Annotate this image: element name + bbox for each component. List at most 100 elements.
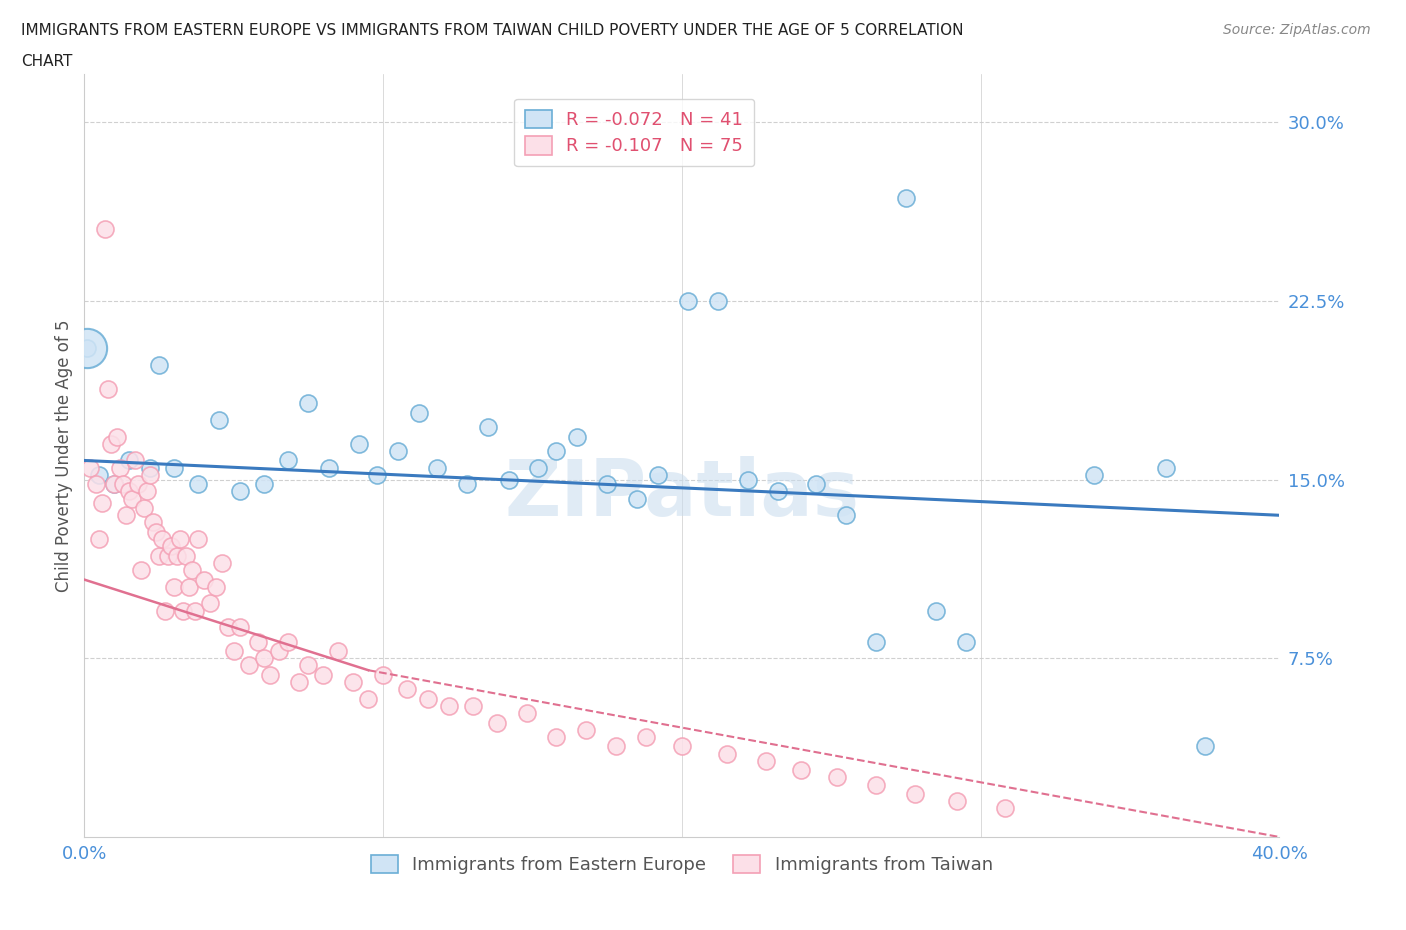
Point [76,341,98,356]
Point [127,477,149,492]
Point [277,453,299,468]
Point [100,436,122,451]
Point [737,472,759,487]
Point [150,532,173,547]
Point [647,467,669,482]
Point [387,444,409,458]
Point [498,472,520,487]
Point [456,477,478,492]
Point [516,706,538,721]
Point [163,460,186,475]
Point [485,715,508,730]
Point [139,467,162,482]
Point [136,484,159,498]
Point [925,604,948,618]
Point [328,644,350,658]
Point [148,549,170,564]
Point [318,460,340,475]
Point [349,436,371,451]
Point [755,753,778,768]
Point [904,787,927,802]
Point [89,467,111,482]
Point [994,801,1017,816]
Point [94,222,117,237]
Point [297,396,319,411]
Point [342,674,364,689]
Point [806,477,828,492]
Point [288,674,311,689]
Point [865,634,887,649]
Point [118,484,141,498]
Text: IMMIGRANTS FROM EASTERN EUROPE VS IMMIGRANTS FROM TAIWAN CHILD POVERTY UNDER THE: IMMIGRANTS FROM EASTERN EUROPE VS IMMIGR… [21,23,963,38]
Text: Source: ZipAtlas.com: Source: ZipAtlas.com [1223,23,1371,37]
Text: CHART: CHART [21,54,73,69]
Point [89,532,111,547]
Point [205,579,228,594]
Point [1154,460,1177,475]
Point [546,444,568,458]
Point [312,668,335,683]
Point [790,763,813,777]
Point [267,644,290,658]
Point [955,634,977,649]
Point [238,658,260,673]
Point [567,430,589,445]
Point [118,453,141,468]
Point [132,500,156,515]
Point [228,620,252,635]
Point [157,549,180,564]
Point [676,293,699,308]
Point [366,467,388,482]
Point [707,293,730,308]
Point [461,698,484,713]
Point [527,460,550,475]
Point [1194,739,1216,754]
Point [172,604,194,618]
Point [79,460,101,475]
Point [91,496,114,511]
Point [1083,467,1105,482]
Point [86,477,108,492]
Point [163,579,186,594]
Point [198,596,221,611]
Point [208,413,231,428]
Point [184,604,207,618]
Point [546,729,568,744]
Point [145,525,167,539]
Point [575,723,598,737]
Point [76,341,98,356]
Point [228,484,252,498]
Point [596,477,619,492]
Point [297,658,319,673]
Point [187,477,209,492]
Point [139,460,162,475]
Point [174,549,197,564]
Point [103,477,125,492]
Text: ZIPatlas: ZIPatlas [505,456,859,532]
Point [211,555,233,570]
Point [827,770,849,785]
Point [124,453,146,468]
Point [626,491,648,506]
Point [112,477,135,492]
Point [153,604,176,618]
Point [373,668,395,683]
Point [187,532,209,547]
Point [426,460,449,475]
Y-axis label: Child Poverty Under the Age of 5: Child Poverty Under the Age of 5 [55,319,73,592]
Point [946,794,969,809]
Point [110,460,132,475]
Point [605,739,627,754]
Point [416,691,439,706]
Point [246,634,269,649]
Point [105,430,128,445]
Point [142,515,165,530]
Point [103,477,125,492]
Point [115,508,138,523]
Point [259,668,281,683]
Point [253,651,276,666]
Point [177,579,200,594]
Point [253,477,276,492]
Point [169,532,191,547]
Point [181,563,204,578]
